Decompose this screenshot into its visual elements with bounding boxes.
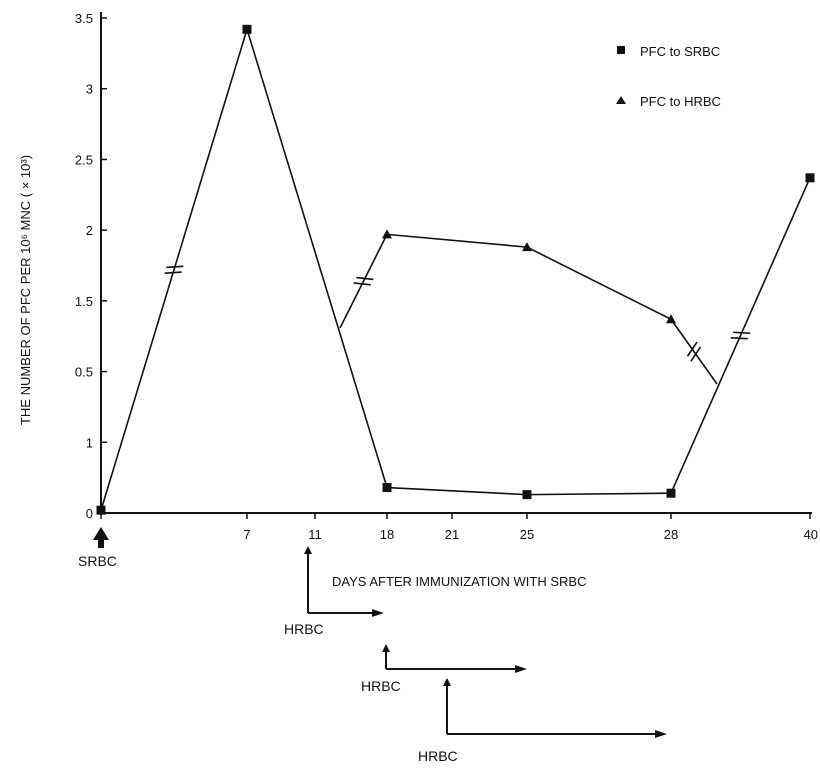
srbc-line-segment: [386, 486, 528, 496]
legend-square-icon: [617, 46, 625, 54]
hrbc-arrow-right-1-icon: [372, 609, 384, 617]
y-tick-label: 0.5: [75, 365, 93, 380]
legend-item-srbc: PFC to SRBC: [640, 44, 720, 59]
hrbc-line-segment: [670, 318, 718, 385]
hrbc-point: [382, 229, 392, 239]
x-tick-label: 40: [804, 527, 818, 542]
x-tick-label: 11: [308, 527, 322, 542]
y-tick-label: 3: [86, 82, 93, 97]
legend-triangle-icon: [616, 96, 626, 104]
x-tick-label: 21: [445, 527, 459, 542]
y-tick-label: 1: [86, 435, 93, 450]
annotation-hrbc-2: HRBC: [361, 678, 401, 694]
hrbc-axis-break: [356, 276, 374, 281]
srbc-line-segment: [526, 492, 672, 496]
y-tick-label: 2.5: [75, 152, 93, 167]
legend: PFC to SRBC PFC to HRBC: [616, 44, 721, 109]
hrbc-axis-break: [690, 346, 702, 362]
srbc-line-segment: [670, 177, 811, 494]
srbc-line-segment: [246, 29, 388, 488]
x-tick-label: 25: [520, 527, 534, 542]
annotation-srbc: SRBC: [78, 553, 117, 569]
annotation-hrbc-3: HRBC: [418, 748, 458, 764]
hrbc-axis-break: [353, 282, 371, 286]
srbc-point: [666, 488, 676, 498]
hrbc-bracket-1: [307, 552, 372, 614]
srbc-axis-break: [164, 271, 182, 274]
series-markers: [96, 24, 815, 515]
x-tick-label: 7: [243, 527, 250, 542]
y-ticks: 0 1 0.5 1.5 2 2.5 3 3.5: [75, 11, 107, 521]
hrbc-bracket-2: [385, 650, 515, 670]
hrbc-arrow-up-3-icon: [443, 678, 451, 686]
y-tick-label: 0: [86, 506, 93, 521]
hrbc-bracket-3: [446, 684, 655, 735]
annotation-hrbc-1: HRBC: [284, 621, 324, 637]
annotations: SRBC HRBC HRBC HRBC: [78, 527, 667, 764]
srbc-point: [805, 173, 815, 183]
hrbc-axis-break: [686, 341, 698, 357]
y-tick-label: 3.5: [75, 11, 93, 26]
hrbc-point: [522, 242, 532, 252]
srbc-axis-break: [733, 331, 751, 335]
x-ticks: 07111821252840: [97, 513, 818, 542]
srbc-point: [382, 483, 392, 493]
srbc-point: [96, 505, 106, 515]
hrbc-line-segment: [339, 234, 388, 329]
axes: [100, 12, 812, 514]
hrbc-line-segment: [526, 246, 672, 320]
y-tick-label: 2: [86, 223, 93, 238]
x-axis-label: DAYS AFTER IMMUNIZATION WITH SRBC: [332, 574, 586, 589]
srbc-line-segment: [100, 29, 248, 511]
hrbc-arrow-up-2-icon: [382, 644, 390, 652]
hrbc-line-segment: [386, 233, 528, 248]
hrbc-arrow-right-2-icon: [515, 665, 527, 673]
hrbc-point: [666, 314, 676, 324]
srbc-point: [242, 24, 252, 34]
x-tick-label: 18: [380, 527, 394, 542]
series-lines: [100, 29, 811, 511]
srbc-point: [522, 490, 532, 500]
srbc-arrow-icon: [93, 527, 109, 548]
hrbc-arrow-right-3-icon: [655, 730, 667, 738]
hrbc-arrow-up-1-icon: [304, 546, 312, 554]
x-tick-label: 28: [664, 527, 678, 542]
srbc-axis-break: [166, 265, 184, 269]
legend-item-hrbc: PFC to HRBC: [640, 94, 721, 109]
y-axis-label: THE NUMBER OF PFC PER 10⁶ MNC ( × 10³): [18, 155, 33, 425]
y-tick-label: 1.5: [75, 294, 93, 309]
srbc-axis-break: [730, 336, 748, 340]
